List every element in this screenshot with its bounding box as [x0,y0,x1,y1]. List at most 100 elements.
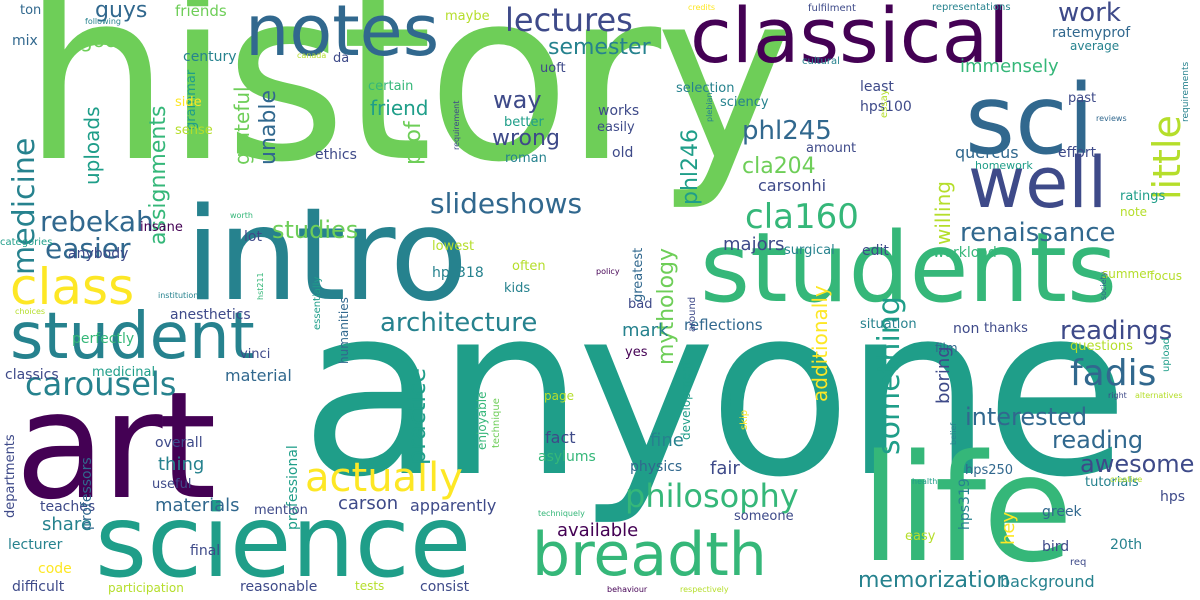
word: 20th [1110,537,1143,553]
word: representations [932,2,1011,13]
word: categories [0,237,53,248]
word: plebian [705,92,714,123]
word: class [10,258,135,316]
word: sci [965,64,1095,176]
word: carousels [25,365,177,403]
word: consist [420,579,470,595]
word: additionally [808,285,832,402]
word: requirement [452,100,461,150]
word: society [1099,271,1108,300]
word: development [679,360,693,440]
word: hps318 [432,265,484,281]
word: anybody [68,246,129,262]
word: easy [905,529,936,544]
word: overall [155,435,203,451]
word: fadis [1070,353,1157,394]
word: mix [12,33,38,49]
word: mark [622,320,669,341]
word: hps250 [965,463,1014,478]
word: certain [368,79,414,94]
word: difficult [12,579,65,595]
word: majors [723,234,785,255]
word: participation [108,581,184,595]
word: req [1070,557,1087,568]
word: works [598,103,640,119]
word: architecture [380,308,538,338]
word: ethics [315,147,357,163]
word: worth [230,211,253,220]
word: medicine [7,137,42,275]
word: cla160 [745,197,859,237]
word: unable [256,90,281,165]
word: around [687,296,698,332]
word: carson [338,493,399,514]
word: right [1108,391,1127,400]
word: techniquely [538,509,585,518]
word: life [860,423,1073,595]
word: hst211 [256,272,265,300]
word: page [544,389,574,403]
word: background [1000,572,1095,591]
word: notes [245,0,440,72]
word: friend [370,96,429,120]
word: renaissance [960,218,1116,248]
word: note [1120,205,1148,219]
word: old [612,145,634,161]
word: willing [931,181,955,245]
word: ton [20,3,42,18]
word: maybe [445,9,490,24]
word: essentially [312,276,323,330]
word: uoft [540,61,566,76]
word: apparently [410,496,497,515]
word: policy [596,267,620,276]
word: rebekah [40,205,154,238]
word: enjoyable [475,391,489,450]
word: creative [1110,475,1143,484]
word: material [225,366,292,385]
word: guys [95,0,148,23]
word: technique [491,398,502,448]
word: fulfilment [808,3,856,14]
word: asylums [538,449,596,465]
word: intro [185,181,468,330]
word: fact [545,428,576,447]
word: questions [1070,339,1133,354]
word: classical [690,0,1010,80]
word: good [80,28,130,52]
word: lecturer [8,537,63,553]
word: average [1070,39,1120,53]
word: etc [723,392,734,408]
word: belief [949,422,958,445]
word: lectures [505,1,633,39]
word: practice [403,367,431,465]
word: carsonhi [758,176,827,195]
word: film [935,341,958,355]
word: grateful [230,86,254,165]
word: departments [3,434,18,518]
word: vinci [240,347,271,362]
word: reflections [684,316,763,334]
word: amount [806,141,857,156]
word: workload [933,245,997,261]
word: easier [45,232,131,265]
word: ratings [1120,189,1166,204]
word: anesthetics [170,307,251,323]
word: medicinal [92,365,156,380]
word: focus [1150,269,1183,283]
word: useful [152,477,192,492]
word: studies [272,216,359,244]
word: prof [401,121,426,165]
word: sense [175,123,213,138]
word: history [22,0,794,214]
word: little [1145,115,1189,200]
word: least [860,79,894,95]
word: semester [548,35,651,60]
word: awesome [1080,450,1195,478]
word: tests [355,579,385,593]
word: cultural [802,56,840,67]
word: physics [630,459,683,475]
word: students [700,212,1117,324]
word: bird [1042,539,1070,555]
word: work [1058,0,1121,28]
word: health [912,477,938,486]
